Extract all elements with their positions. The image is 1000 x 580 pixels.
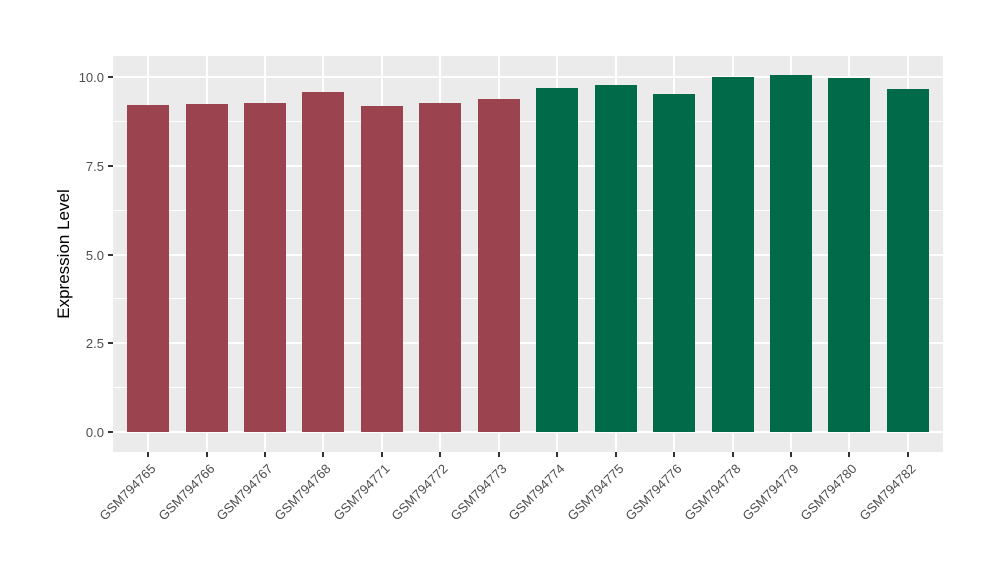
bar — [185, 103, 228, 432]
y-tick-label: 7.5 — [85, 158, 104, 174]
x-tick-mark — [380, 452, 383, 457]
x-tick-label-text: GSM794767 — [213, 461, 276, 524]
x-tick-label-text: GSM794775 — [564, 461, 627, 524]
x-tick-mark — [614, 452, 617, 457]
y-tick-label: 2.5 — [85, 336, 104, 352]
x-tick-mark — [790, 452, 793, 457]
plot-panel — [113, 56, 943, 452]
minor-gridline — [113, 120, 943, 122]
x-tick-mark — [848, 452, 851, 457]
y-tick-mark — [108, 431, 113, 433]
x-tick-mark — [322, 452, 325, 457]
x-tick-label-text: GSM794773 — [447, 461, 510, 524]
bar — [360, 106, 403, 432]
x-tick-label-text: GSM794776 — [622, 461, 685, 524]
x-tick-label-text: GSM794771 — [330, 461, 393, 524]
x-tick-label-text: GSM794774 — [505, 461, 568, 524]
bar — [477, 99, 520, 432]
y-tick-mark — [108, 253, 113, 256]
bar — [770, 74, 813, 432]
x-tick-mark — [205, 452, 208, 457]
x-tick-label-text: GSM794778 — [680, 461, 744, 524]
major-gridline — [113, 431, 943, 433]
y-tick-label: 0.0 — [85, 425, 104, 440]
bar — [302, 91, 345, 432]
x-tick-label-text: GSM794780 — [797, 461, 861, 524]
major-gridline — [113, 253, 943, 256]
x-tick-mark — [497, 452, 500, 457]
bar — [653, 93, 696, 432]
bar — [886, 89, 929, 432]
y-tick-label: 10.0 — [78, 70, 104, 85]
x-tick-label-text: GSM794782 — [856, 461, 919, 524]
minor-gridline — [113, 387, 943, 389]
x-tick-label-text: GSM794779 — [739, 461, 802, 524]
x-tick-mark — [556, 452, 559, 457]
major-gridline — [113, 76, 943, 78]
x-tick-mark — [906, 452, 909, 457]
bar — [243, 102, 286, 432]
major-gridline — [113, 164, 943, 167]
y-tick-mark — [108, 342, 113, 345]
x-tick-mark — [147, 452, 150, 457]
x-tick-mark — [263, 452, 266, 457]
y-tick-mark — [108, 76, 113, 78]
major-gridline — [113, 342, 943, 345]
minor-gridline — [113, 209, 943, 211]
x-tick-mark — [673, 452, 676, 457]
bar — [536, 88, 579, 432]
x-tick-label-text: GSM794772 — [388, 461, 451, 524]
x-tick-mark — [731, 452, 734, 457]
bar — [594, 84, 637, 432]
y-tick-mark — [108, 164, 113, 167]
bar — [127, 104, 170, 432]
bar — [711, 77, 754, 432]
bar — [828, 77, 871, 432]
y-tick-label: 5.0 — [85, 247, 104, 263]
x-tick-label-text: GSM794766 — [154, 461, 218, 524]
minor-gridline — [113, 298, 943, 300]
x-tick-label-text: GSM794768 — [271, 461, 335, 524]
x-tick-mark — [439, 452, 442, 457]
bar — [419, 102, 462, 432]
x-tick-label-text: GSM794765 — [96, 461, 159, 524]
